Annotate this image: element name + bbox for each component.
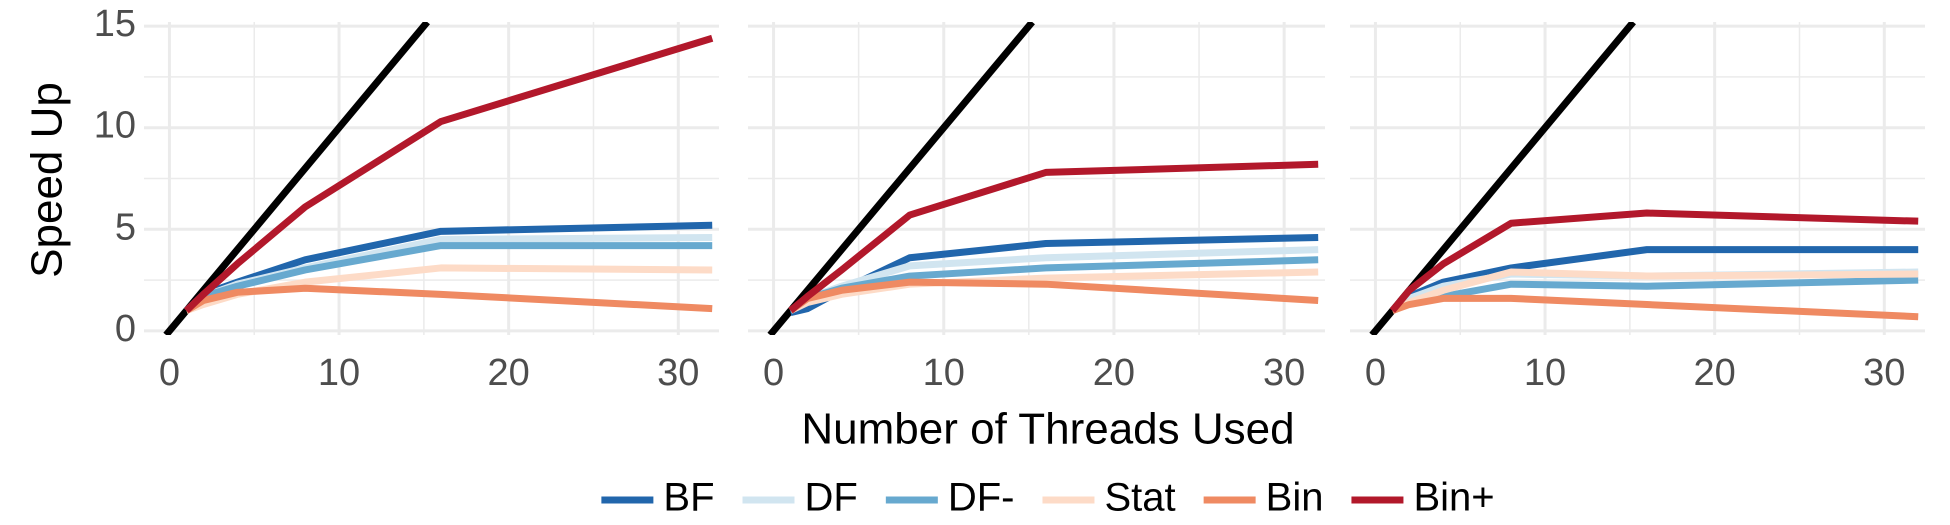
x-tick-label: 10: [923, 352, 965, 394]
y-tick-label: 0: [115, 308, 136, 350]
panel: [748, 22, 1325, 335]
series-line: [788, 278, 1319, 314]
identity-line: [767, 22, 1035, 335]
x-tick-label: 20: [488, 352, 530, 394]
legend-label: Bin: [1266, 476, 1324, 520]
x-tick-label: 0: [1365, 352, 1386, 394]
legend-label: DF: [805, 476, 858, 520]
y-tick-label: 15: [94, 3, 136, 45]
series-line: [788, 160, 1319, 314]
x-tick-label: 30: [1263, 352, 1305, 394]
legend-label: Bin+: [1413, 476, 1494, 520]
legend-label: Stat: [1104, 476, 1175, 520]
identity-line: [163, 22, 430, 335]
x-tick-label: 0: [763, 352, 784, 394]
legend: BF DF DF- Stat Bin Bin+: [601, 476, 1495, 520]
y-axis-label: Speed Up: [23, 82, 72, 278]
series-line: [184, 242, 713, 314]
x-tick-label: 20: [1694, 352, 1736, 394]
panel: [144, 22, 719, 335]
series-line: [184, 284, 713, 314]
legend-label: BF: [663, 476, 714, 520]
x-tick-label: 30: [1863, 352, 1905, 394]
x-tick-label: 10: [1524, 352, 1566, 394]
x-tick-label: 0: [159, 352, 180, 394]
x-tick-label: 20: [1093, 352, 1135, 394]
y-tick-label: 10: [94, 105, 136, 147]
panel: [1350, 22, 1925, 335]
y-tick-label: 5: [115, 206, 136, 248]
series-line: [1389, 209, 1919, 313]
series-line: [1391, 294, 1919, 321]
x-tick-label: 30: [657, 352, 699, 394]
x-tick-label: 10: [318, 352, 360, 394]
x-axis-label: Number of Threads Used: [801, 405, 1294, 454]
series-line: [183, 34, 714, 314]
legend-label: DF-: [948, 476, 1015, 520]
